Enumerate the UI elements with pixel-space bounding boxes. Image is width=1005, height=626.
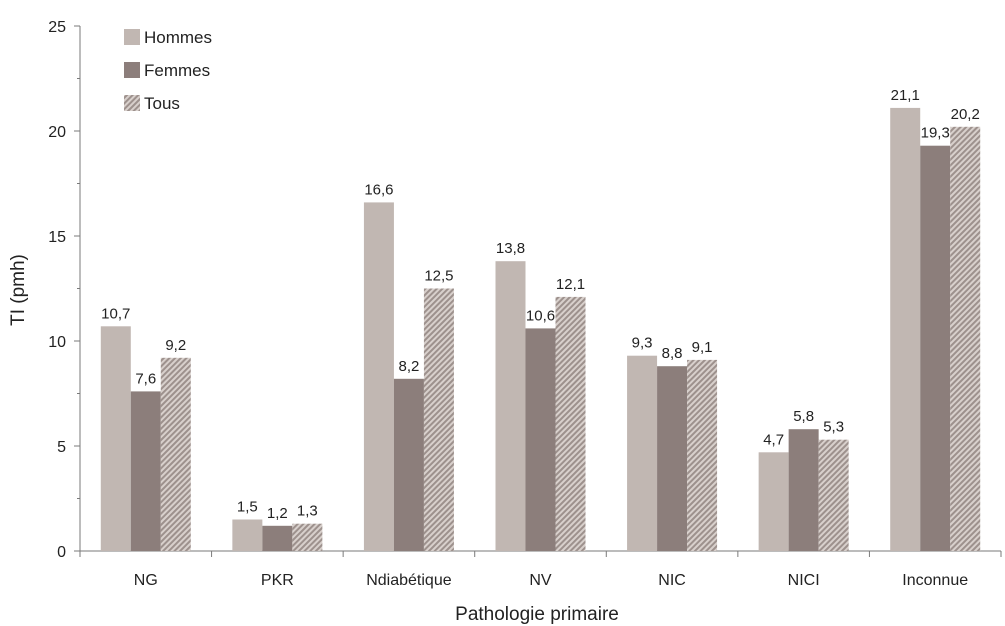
data-label: 5,8 (793, 408, 814, 425)
bar-tous (819, 440, 849, 551)
data-label: 7,6 (135, 370, 156, 387)
bar-femmes (262, 526, 292, 551)
y-tick-label: 20 (48, 124, 66, 141)
data-label: 12,5 (424, 268, 453, 285)
bar-tous (161, 358, 191, 551)
bar-hommes (627, 356, 657, 551)
plot-area: 0 5 10 15 20 25 NG PKR Ndiabétique NV NIC NICI Incon… (48, 19, 1001, 589)
data-label: 5,3 (823, 419, 844, 436)
bar-femmes (657, 366, 687, 551)
data-label: 10,6 (526, 307, 555, 324)
bar-femmes (789, 429, 819, 551)
data-label: 10,7 (101, 305, 130, 322)
bar-hommes (759, 452, 789, 551)
y-tick-label: 0 (57, 544, 66, 561)
x-axis-title: Pathologie primaire (455, 604, 619, 625)
data-label: 12,1 (556, 276, 585, 293)
y-tick-label: 15 (48, 229, 66, 246)
y-tick-label: 25 (48, 19, 66, 36)
x-tick-label: NV (529, 572, 552, 589)
data-label: 8,8 (662, 345, 683, 362)
data-label: 20,2 (951, 106, 980, 123)
bar-hommes (101, 326, 131, 551)
bar-hommes (890, 108, 920, 551)
bar-tous (687, 360, 717, 551)
data-label: 16,6 (364, 181, 393, 198)
bar-tous (556, 297, 586, 551)
legend-swatch-tous (124, 95, 140, 111)
y-tick-label: 10 (48, 334, 66, 351)
data-label: 1,2 (267, 505, 288, 522)
x-tick-label: Ndiabétique (366, 572, 452, 589)
bar-tous (292, 524, 322, 551)
legend-swatch-femmes (124, 62, 140, 78)
data-label: 1,5 (237, 499, 258, 516)
data-label: 13,8 (496, 240, 525, 257)
legend-swatch-hommes (124, 29, 140, 45)
bar-hommes (496, 261, 526, 551)
x-tick-label: NG (134, 572, 158, 589)
data-label: 1,3 (297, 503, 318, 520)
x-tick-label: Inconnue (902, 572, 968, 589)
bar-femmes (920, 146, 950, 551)
data-label: 9,2 (165, 337, 186, 354)
data-label: 9,1 (692, 339, 713, 356)
x-tick-label: NIC (658, 572, 686, 589)
legend-label-femmes: Femmes (144, 61, 210, 80)
legend: Hommes Femmes Tous (124, 28, 212, 113)
x-tick-label: PKR (261, 572, 294, 589)
data-label: 21,1 (891, 87, 920, 104)
bar-tous (950, 127, 980, 551)
bar-femmes (394, 379, 424, 551)
data-label: 4,7 (763, 431, 784, 448)
bar-tous (424, 289, 454, 552)
data-label: 9,3 (632, 335, 653, 352)
bar-femmes (526, 328, 556, 551)
bar-femmes (131, 391, 161, 551)
y-tick-label: 5 (57, 439, 66, 456)
bar-hommes (364, 202, 394, 551)
data-label: 8,2 (398, 358, 419, 375)
x-tick-label: NICI (788, 572, 820, 589)
legend-label-hommes: Hommes (144, 28, 212, 47)
y-axis-title: TI (pmh) (8, 254, 29, 326)
data-label: 19,3 (921, 125, 950, 142)
legend-label-tous: Tous (144, 94, 180, 113)
bar-hommes (232, 520, 262, 552)
